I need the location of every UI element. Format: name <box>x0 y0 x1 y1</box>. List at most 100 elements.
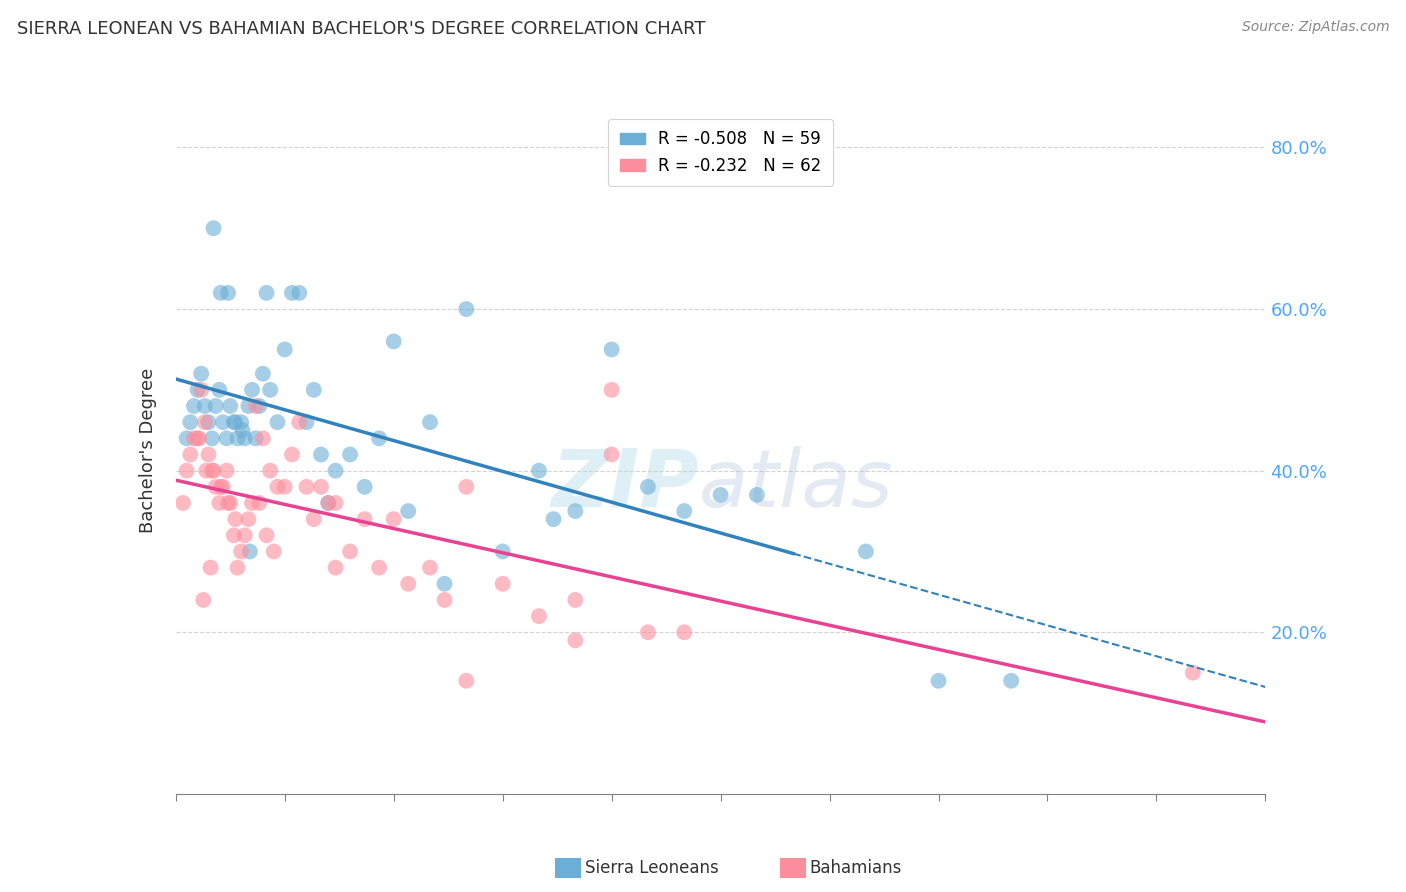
Point <box>456 480 478 494</box>
Point <box>492 576 515 591</box>
Point <box>179 415 201 429</box>
Point <box>176 464 198 478</box>
Point <box>527 464 550 478</box>
Point <box>197 448 219 462</box>
Point <box>564 593 586 607</box>
Point <box>226 431 249 445</box>
Point <box>281 448 304 462</box>
Point <box>456 673 478 688</box>
Point <box>637 480 659 494</box>
Point <box>302 383 325 397</box>
Point <box>368 431 391 445</box>
Point <box>190 367 212 381</box>
Point <box>202 464 225 478</box>
Point <box>219 496 242 510</box>
Point <box>183 399 205 413</box>
Point <box>353 480 375 494</box>
Point <box>208 383 231 397</box>
Point <box>325 496 347 510</box>
Point <box>266 480 288 494</box>
Point <box>339 448 361 462</box>
Text: atlas: atlas <box>699 446 894 524</box>
Text: Source: ZipAtlas.com: Source: ZipAtlas.com <box>1241 20 1389 34</box>
Point <box>183 431 205 445</box>
Point <box>637 625 659 640</box>
Point <box>172 496 194 510</box>
Point <box>396 576 419 591</box>
Point <box>266 415 288 429</box>
Point <box>433 576 456 591</box>
Point <box>928 673 950 688</box>
Point <box>543 512 565 526</box>
Point <box>673 625 696 640</box>
Point <box>1181 665 1204 680</box>
Point <box>527 609 550 624</box>
Point <box>239 544 262 558</box>
Point <box>209 285 232 300</box>
Point <box>238 512 260 526</box>
Point <box>209 480 232 494</box>
Point <box>368 560 391 574</box>
Point <box>710 488 733 502</box>
Point <box>259 464 281 478</box>
Point <box>212 415 235 429</box>
Point <box>600 343 623 357</box>
Point <box>309 448 332 462</box>
Point <box>245 399 267 413</box>
Point <box>396 504 419 518</box>
Point <box>204 399 226 413</box>
Point <box>419 560 441 574</box>
Point <box>217 285 239 300</box>
Point <box>217 496 239 510</box>
Point <box>492 544 515 558</box>
Point <box>382 334 405 349</box>
Point <box>325 560 347 574</box>
Point <box>564 504 586 518</box>
Point <box>195 464 218 478</box>
Point <box>240 496 263 510</box>
Point <box>318 496 340 510</box>
Point <box>339 544 361 558</box>
Point <box>456 301 478 316</box>
Point <box>1000 673 1022 688</box>
Point <box>186 383 209 397</box>
Point <box>274 480 297 494</box>
Point <box>600 448 623 462</box>
Point <box>212 480 235 494</box>
Point <box>259 383 281 397</box>
Point <box>222 415 245 429</box>
Point <box>190 383 212 397</box>
Point <box>855 544 877 558</box>
Point <box>193 593 215 607</box>
Point <box>201 464 224 478</box>
Text: Sierra Leoneans: Sierra Leoneans <box>585 859 718 877</box>
Point <box>419 415 441 429</box>
Point <box>222 528 245 542</box>
Point <box>194 399 217 413</box>
Point <box>263 544 285 558</box>
Point <box>176 431 198 445</box>
Point <box>186 431 209 445</box>
Point <box>224 512 246 526</box>
Point <box>256 528 278 542</box>
Point <box>226 560 249 574</box>
Point <box>281 285 304 300</box>
Point <box>433 593 456 607</box>
Point <box>252 367 274 381</box>
Point <box>233 528 256 542</box>
Point <box>673 504 696 518</box>
Point <box>247 399 270 413</box>
Point <box>247 496 270 510</box>
Point <box>252 431 274 445</box>
Point <box>745 488 768 502</box>
Point <box>188 431 211 445</box>
Point <box>318 496 340 510</box>
Point <box>309 480 332 494</box>
Point <box>204 480 226 494</box>
Point <box>231 544 253 558</box>
Point <box>353 512 375 526</box>
Point <box>232 423 254 437</box>
Legend: R = -0.508   N = 59, R = -0.232   N = 62: R = -0.508 N = 59, R = -0.232 N = 62 <box>609 119 832 186</box>
Text: ZIP: ZIP <box>551 446 699 524</box>
Point <box>256 285 278 300</box>
